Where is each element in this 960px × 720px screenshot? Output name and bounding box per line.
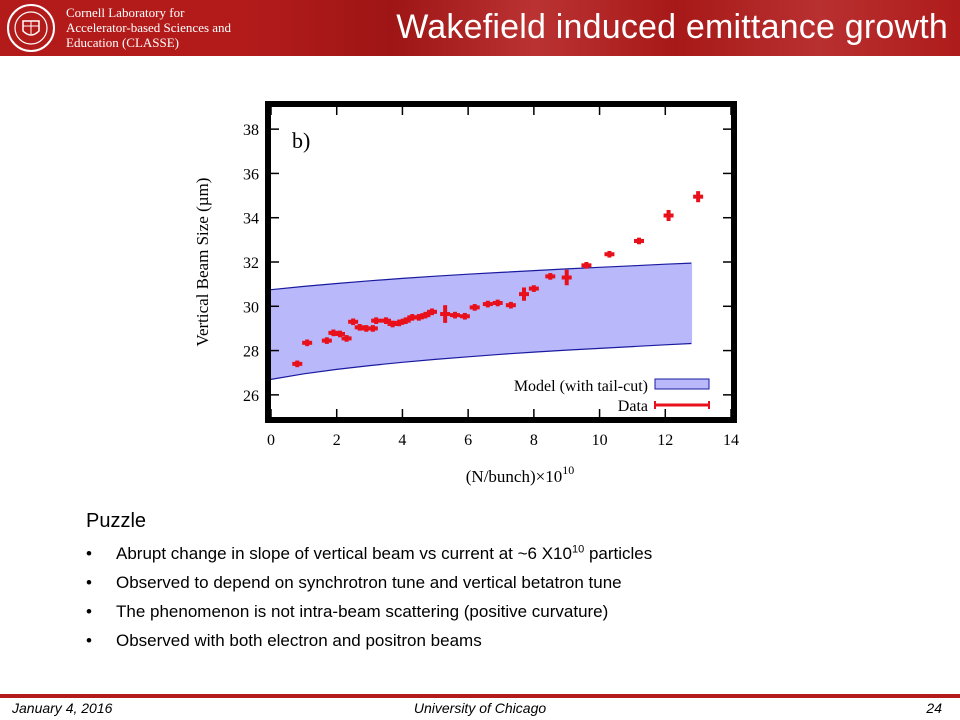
bullet-superscript: 10: [571, 543, 585, 556]
bullet-item: Observed to depend on synchrotron tune a…: [86, 568, 946, 597]
data-point: [693, 191, 704, 203]
footer-divider: [0, 694, 960, 698]
y-tick-label: 34: [243, 211, 259, 228]
data-point: [400, 317, 411, 324]
data-point: [505, 301, 516, 309]
x-axis-label-exponent: 10: [562, 463, 574, 477]
data-point: [459, 312, 470, 320]
y-tick-label: 28: [243, 344, 259, 361]
model-band-lower-edge: [270, 342, 692, 380]
y-tick-label: 38: [243, 122, 259, 139]
data-point: [450, 311, 460, 319]
data-point: [292, 360, 303, 368]
data-point: [371, 317, 382, 324]
legend-model-swatch: [654, 378, 710, 390]
bullet-text: Observed to depend on synchrotron tune a…: [116, 573, 622, 592]
org-line-1: Cornell Laboratory for: [66, 5, 185, 20]
plot-frame: [265, 101, 737, 423]
header-background-texture: [250, 0, 960, 56]
legend-data-label: Data: [618, 398, 648, 415]
data-point: [528, 285, 539, 292]
y-tick-label: 32: [243, 255, 259, 272]
org-line-2: Accelerator-based Sciences and: [66, 20, 232, 35]
x-tick-label: 0: [267, 432, 275, 449]
bullet-text-after: particles: [584, 544, 653, 563]
data-point: [394, 319, 405, 327]
y-tick-label: 36: [243, 166, 259, 183]
data-point: [545, 273, 556, 280]
panel-label: b): [292, 128, 310, 153]
slide-header: Cornell Laboratory for Accelerator-based…: [0, 0, 960, 56]
footer-venue: University of Chicago: [413, 700, 547, 716]
bullet-item: Abrupt change in slope of vertical beam …: [86, 539, 946, 568]
data-point: [581, 262, 592, 269]
data-point: [413, 314, 424, 321]
org-line-3: Education (CLASSE): [66, 35, 180, 50]
footer-page-number: 24: [926, 700, 942, 716]
footer-date: January 4, 2016: [12, 700, 113, 716]
legend: Model (with tail-cut) Data: [514, 378, 710, 415]
data-point: [427, 308, 437, 316]
puzzle-heading: Puzzle: [86, 510, 147, 532]
data-point: [348, 318, 359, 326]
data-point: [492, 299, 503, 307]
data-point: [469, 304, 480, 311]
x-tick-label: 2: [333, 432, 341, 449]
data-point: [420, 311, 431, 319]
model-band-layer: [270, 262, 693, 380]
x-tick-label: 8: [530, 432, 538, 449]
bullet-text: Observed with both electron and positron…: [116, 631, 482, 650]
y-tick-label: 30: [243, 299, 259, 316]
slide-content: Puzzle Abrupt change in slope of vertica…: [86, 510, 946, 655]
data-point: [663, 209, 674, 222]
bullet-text: The phenomenon is not intra-beam scatter…: [116, 602, 609, 621]
data-point: [335, 330, 345, 338]
bullet-item: Observed with both electron and positron…: [86, 626, 946, 655]
x-tick-label: 6: [464, 432, 472, 449]
legend-model-label: Model (with tail-cut): [514, 378, 648, 395]
x-tick-label: 12: [657, 432, 673, 449]
model-band: [271, 263, 692, 380]
organization-name: Cornell Laboratory for Accelerator-based…: [66, 5, 266, 50]
bullet-item: The phenomenon is not intra-beam scatter…: [86, 597, 946, 626]
data-point: [440, 305, 451, 323]
data-point: [634, 237, 644, 245]
x-axis-label: (N/bunch)×1010: [466, 463, 574, 486]
data-points-layer: [292, 191, 704, 368]
data-point: [321, 337, 332, 344]
bullet-list: Abrupt change in slope of vertical beam …: [86, 539, 946, 655]
x-tick-label: 14: [723, 432, 739, 449]
data-point: [367, 325, 378, 332]
data-point: [604, 250, 615, 258]
data-point: [341, 335, 352, 342]
data-point: [482, 300, 493, 308]
data-point: [381, 317, 391, 324]
bullet-text: Abrupt change in slope of vertical beam …: [116, 544, 572, 563]
data-point: [561, 269, 572, 286]
beam-size-chart: 0 2 4 6 8 10 12 14 26 28 30 32 34 36 38 b) Vertical Be…: [193, 101, 739, 486]
y-tick-label: 26: [243, 388, 259, 405]
x-tick-label: 4: [398, 432, 406, 449]
data-point: [519, 287, 529, 301]
slide-title: Wakefield induced emittance growth: [396, 8, 948, 46]
y-axis-label: Vertical Beam Size (µm): [193, 178, 212, 347]
tick-marks-layer: 0 2 4 6 8 10 12 14 26 28 30 32 34 36 38: [243, 107, 739, 449]
x-axis-label-main: (N/bunch)×10: [466, 467, 562, 486]
model-band-upper-edge: [270, 262, 692, 291]
data-point: [302, 339, 313, 347]
x-tick-label: 10: [592, 432, 608, 449]
cornell-seal-icon: [7, 4, 55, 52]
